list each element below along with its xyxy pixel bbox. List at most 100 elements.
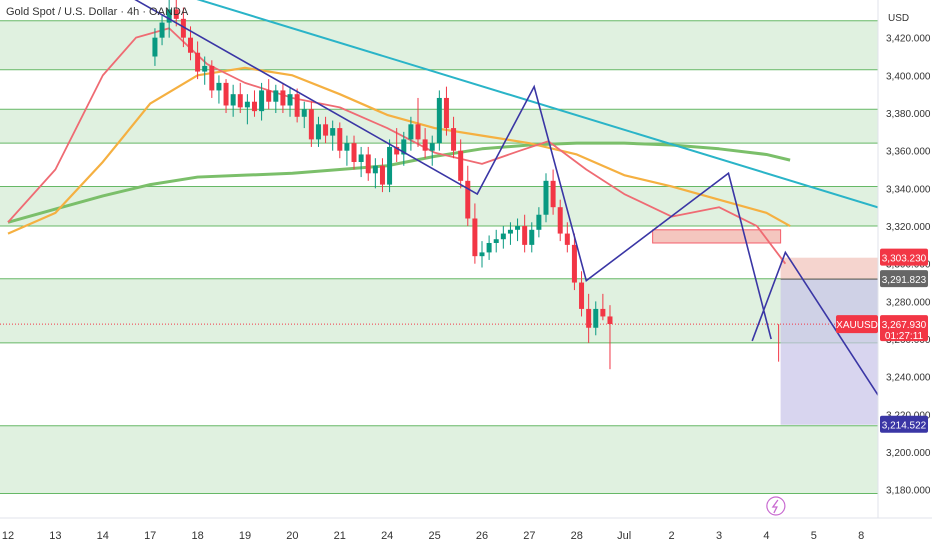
candle-body (358, 154, 364, 162)
y-tick-label: 3,400.000 (886, 71, 931, 82)
candle-body (273, 90, 279, 102)
y-tick-label: 3,180.000 (886, 486, 931, 497)
zone-band (0, 425, 878, 494)
y-tick-label: 3,200.000 (886, 448, 931, 459)
candle-body (344, 143, 350, 151)
candle-body (401, 139, 407, 155)
zone-band (0, 278, 878, 343)
candle-body (507, 229, 513, 234)
lightning-icon (771, 499, 779, 514)
y-tick-label: 3,420.000 (886, 34, 931, 45)
zigzag-line (134, 0, 772, 340)
candle-body (372, 165, 378, 174)
price-tag-background (880, 415, 928, 433)
x-tick-label: 4 (763, 530, 769, 542)
x-tick-label: 19 (239, 530, 251, 542)
candle-body (202, 65, 208, 72)
candle-body (493, 239, 499, 243)
price-tag-value: 3,303.230 (882, 254, 927, 265)
candle-body (529, 229, 535, 245)
candle-body (216, 82, 222, 91)
candle-body (486, 242, 492, 253)
candle-body (209, 65, 215, 91)
trendline (196, 0, 932, 225)
candle-body (593, 308, 599, 328)
x-tick-label: 20 (286, 530, 298, 542)
candle-body (600, 308, 606, 317)
price-tag-background (880, 270, 928, 288)
candle-body (315, 124, 321, 140)
candle-body (251, 101, 257, 112)
candle-body (543, 180, 549, 215)
currency-label: USD (888, 13, 909, 24)
symbol-tag-background (836, 315, 878, 334)
candle-body (394, 146, 400, 155)
candle-body (308, 109, 314, 140)
x-tick-label: 17 (144, 530, 156, 542)
candle-body (443, 97, 449, 129)
countdown-label: 01:27:11 (885, 331, 924, 342)
x-tick-label: 8 (858, 530, 864, 542)
candle-body (180, 18, 186, 38)
x-tick-label: 21 (334, 530, 346, 542)
x-tick-label: Jul (617, 530, 631, 542)
candle-body (451, 128, 457, 151)
candle-body (415, 124, 421, 140)
zone-band (0, 186, 878, 227)
x-tick-label: 25 (428, 530, 440, 542)
symbol-tag-label: XAUUSD (836, 320, 878, 331)
candles (152, 0, 613, 370)
candle-body (550, 180, 556, 208)
time-axis-background (0, 518, 932, 550)
chart-title: Gold Spot / U.S. Dollar · 4h · OANDA (6, 6, 189, 18)
candle-body (173, 9, 179, 19)
candle-body (166, 9, 172, 23)
x-tick-label: 18 (191, 530, 203, 542)
candle-body (465, 180, 471, 219)
price-tag-value: 3,267.930 (882, 320, 927, 331)
candle-body (429, 143, 435, 151)
candle-body (379, 165, 385, 185)
x-tick-label: 27 (523, 530, 535, 542)
candle-body (479, 252, 485, 257)
price-tag-value: 3,214.522 (882, 421, 927, 432)
candle-body (323, 124, 329, 136)
candle-body (387, 146, 393, 185)
candle-body (259, 90, 265, 112)
candle-body (195, 52, 201, 72)
candle-body (244, 101, 250, 108)
candle-body (586, 308, 592, 328)
candle-body (266, 90, 272, 102)
candle-body (301, 109, 307, 117)
candle-body (152, 37, 158, 57)
x-tick-label: 13 (49, 530, 61, 542)
candle-body (515, 226, 521, 230)
y-tick-label: 3,340.000 (886, 184, 931, 195)
candle-body (522, 226, 528, 245)
drawings (134, 0, 932, 516)
x-tick-label: 12 (2, 530, 14, 542)
candle-body (280, 90, 286, 106)
x-tick-label: 5 (811, 530, 817, 542)
candle-body (571, 244, 577, 283)
price-tag-background (880, 248, 928, 266)
supply-zone-box (652, 229, 782, 244)
candle-body (287, 94, 293, 106)
candle-body (607, 316, 613, 324)
y-tick-label: 3,320.000 (886, 222, 931, 233)
price-tag-value: 3,291.823 (882, 275, 927, 286)
candle-body (579, 282, 585, 309)
candle-body (422, 139, 428, 151)
candle-body (500, 233, 506, 240)
stop-loss-box (780, 257, 900, 280)
candle-body (365, 154, 371, 174)
x-tick-label: 24 (381, 530, 393, 542)
event-marker-icon (766, 496, 786, 516)
candle-body (223, 82, 229, 106)
x-tick-label: 2 (669, 530, 675, 542)
candle-body (237, 94, 243, 108)
y-tick-label: 3,240.000 (886, 373, 931, 384)
